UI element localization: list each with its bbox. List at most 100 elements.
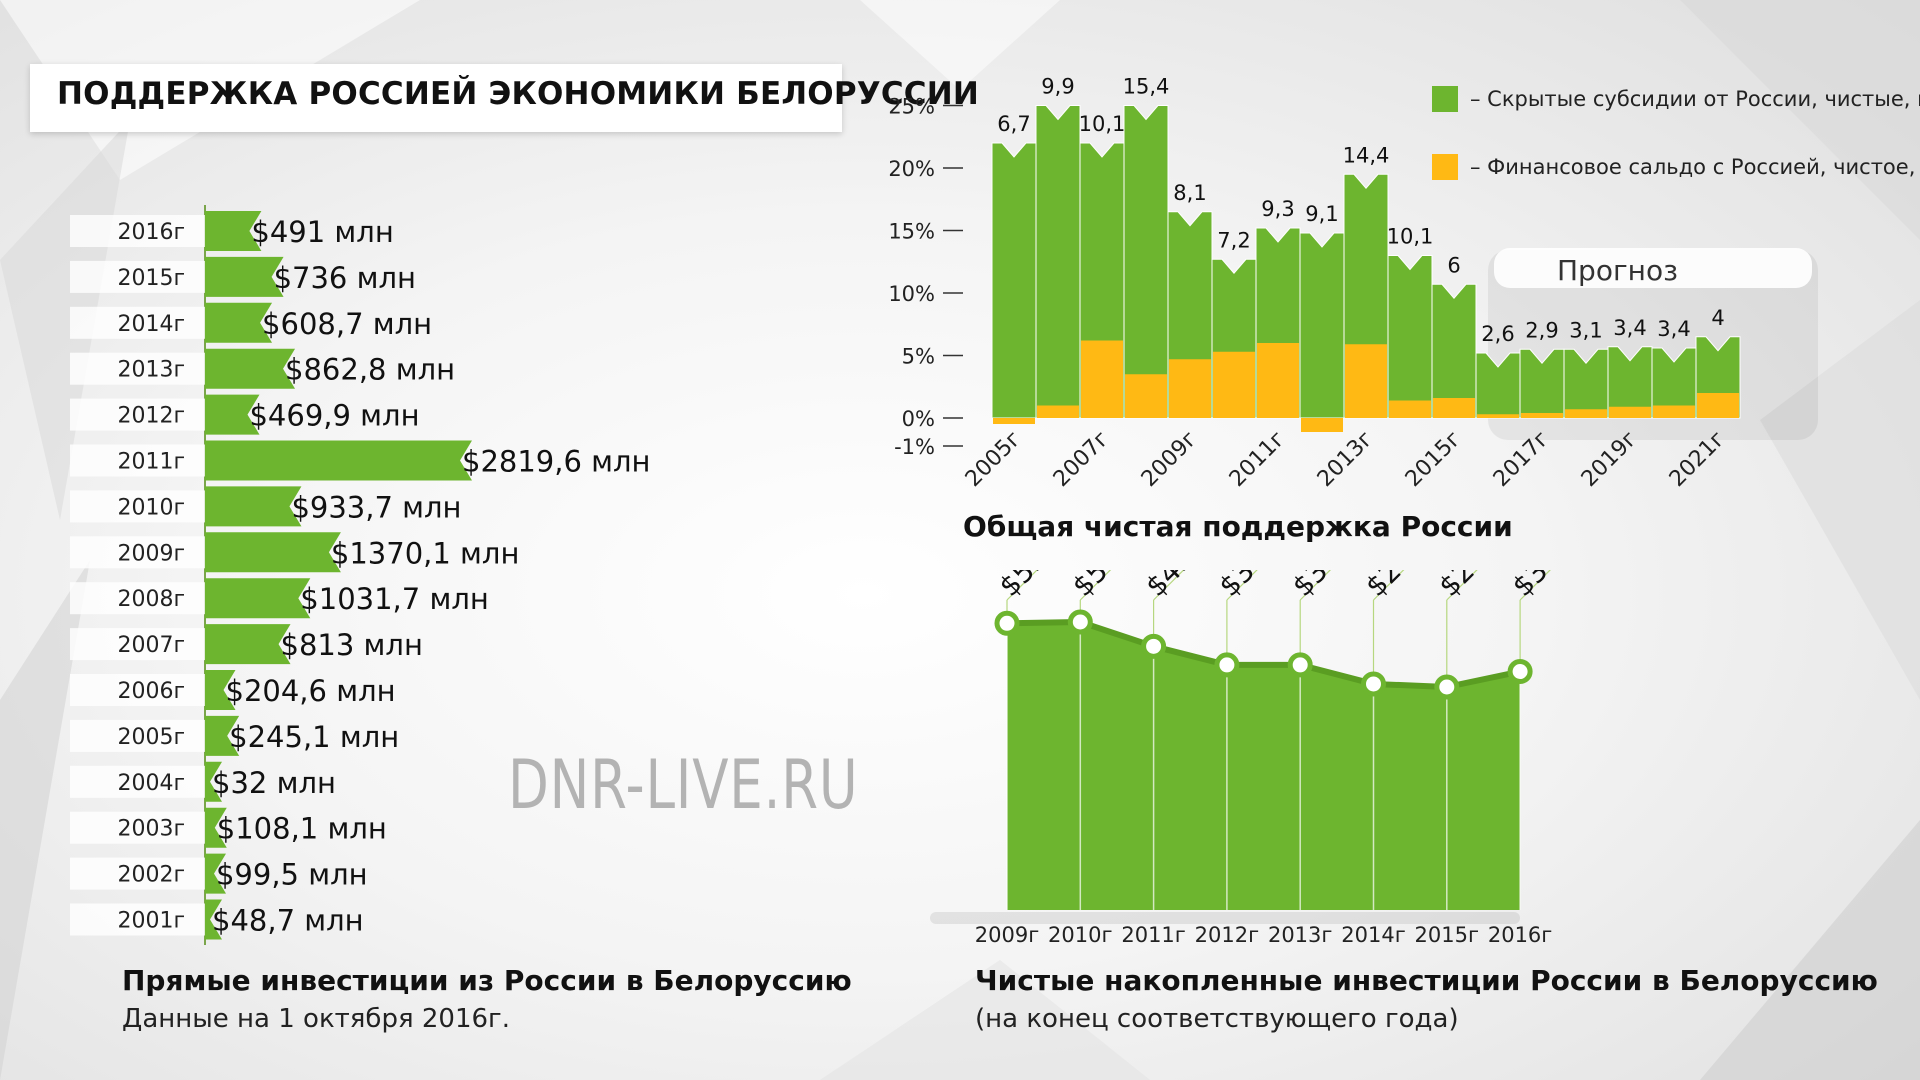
finance-bar-2009г [1169,359,1211,418]
bar-category-label: 2012г [117,404,185,429]
bar-2001г [205,899,222,940]
finance-bar-2013г [1345,344,1387,418]
y-tick-label: -1% [894,435,935,459]
x-tick-label: 2013г [1268,923,1332,947]
finance-bar-2011г [1257,343,1299,418]
x-tick-label: 2009г [1137,427,1202,492]
y-tick-label: 0% [902,407,935,431]
y-tick-label: 15% [888,220,935,244]
y-tick-label: 20% [888,157,935,181]
finance-bar-2012г [1301,418,1343,432]
label-leader-diag [1153,570,1185,601]
bar-category-label: 2005г [117,725,185,750]
accumulated-investment-subtitle: (на конец соответствующего года) [975,1004,1459,1034]
x-tick-label: 2009г [975,923,1039,947]
total-support-title: Общая чистая поддержка России [963,510,1513,543]
support-value-label: 3,4 [1613,316,1646,340]
bar-2014г [205,302,273,343]
accumulated-investment-title: Чистые накопленные инвестиции России в Б… [975,964,1878,997]
support-value-label: 6 [1447,253,1460,277]
label-leader-diag [1079,570,1112,601]
legend-label: – Скрытые субсидии от России, чистые, мл… [1470,87,1920,111]
title-box [30,64,842,132]
bar-value-label: $1031,7 млн [300,582,489,616]
total-support-chart: 25%20%15%10%5%0%-1%6,72005г9,910,12007г1… [888,75,1920,493]
direct-investment-subtitle: Данные на 1 октября 2016г. [122,1004,510,1034]
x-tick-label: 2016г [1488,923,1552,947]
support-value-label: 9,1 [1305,202,1338,226]
bar-2003г [205,807,227,848]
support-value-label: 9,9 [1041,75,1074,99]
support-value-label: 15,4 [1123,75,1170,99]
support-value-label: 8,1 [1173,181,1206,205]
support-value-label: 3,4 [1657,317,1690,341]
bar-value-label: $736 млн [274,261,416,295]
bar-category-label: 2002г [117,863,185,888]
legend-swatch [1432,154,1458,180]
finance-bar-2016г [1477,414,1519,418]
x-tick-label: 2005г [961,427,1026,492]
bar-2013г [205,348,296,389]
y-tick-label: 10% [888,282,935,306]
bar-2008г [205,578,311,619]
x-tick-label: 2011г [1121,923,1185,947]
bar-category-label: 2010г [117,495,185,520]
bar-2009г [205,532,341,573]
bar-value-label: $245,1 млн [229,720,399,754]
y-tick-label: 25% [888,95,935,119]
forecast-header [1494,248,1812,288]
bar-category-label: 2008г [117,587,185,612]
support-bar-2014г [1387,255,1433,419]
support-value-label: 2,6 [1481,322,1514,346]
bar-category-label: 2001г [117,909,185,934]
finance-bar-2010г [1213,351,1255,418]
bar-category-label: 2016г [117,220,185,245]
support-bar-2008г [1123,105,1169,419]
bar-value-label: $933,7 млн [291,490,461,524]
support-value-label: 4 [1711,306,1724,330]
x-tick-label: 2013г [1313,427,1378,492]
finance-bar-2014г [1389,400,1431,418]
bar-2012г [205,394,260,435]
data-point-2015г [1434,674,1460,700]
finance-bar-2017г [1521,413,1563,418]
finance-bar-2021г [1697,393,1739,418]
bar-value-label: $469,9 млн [249,399,419,433]
x-tick-label: 2012г [1195,923,1259,947]
forecast-label: Прогноз [1557,254,1678,287]
support-value-label: 10,1 [1387,225,1434,249]
bar-category-label: 2014г [117,312,185,337]
support-value-label: 10,1 [1079,112,1126,136]
label-leader-diag [1373,570,1405,601]
label-leader-diag [1006,570,1038,601]
bar-value-label: $32 млн [212,766,336,800]
x-tick-label: 2014г [1341,923,1405,947]
bar-value-label: $48,7 млн [212,904,364,938]
bar-value-label: $2819,6 млн [462,445,651,479]
bar-row-bg [70,811,215,844]
bar-2015г [205,256,284,297]
bar-row-bg [70,765,210,798]
bar-row-bg [70,719,228,752]
support-value-label: 9,3 [1261,197,1294,221]
support-value-label: 3,1 [1569,318,1602,342]
finance-bar-2005г [993,418,1035,424]
bar-category-label: 2007г [117,633,185,658]
support-value-label: 2,9 [1525,318,1558,342]
bar-value-label: $813 млн [281,628,423,662]
finance-bar-2006г [1037,405,1079,418]
direct-investment-chart: 2016г $491 млн 2015г $736 млн 2014г $608,7 мл… [70,205,651,945]
bar-2002г [205,853,226,894]
data-point-2009г [994,610,1020,636]
x-tick-label: 2015г [1401,427,1466,492]
area-baseline-shadow [930,912,1520,924]
support-value-label: 14,4 [1343,143,1390,167]
bar-category-label: 2003г [117,817,185,842]
x-tick-label: 2015г [1415,923,1479,947]
label-leader-diag [1299,570,1332,601]
bar-value-label: $204,6 млн [226,674,396,708]
bar-2016г [205,211,262,251]
label-leader-diag [1226,570,1258,601]
support-value-label: 6,7 [997,112,1030,136]
